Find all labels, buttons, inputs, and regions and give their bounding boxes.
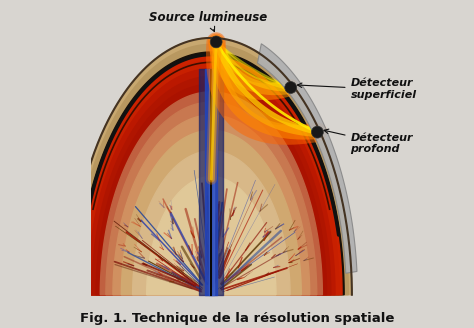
Circle shape: [210, 36, 222, 48]
Polygon shape: [100, 92, 322, 295]
Polygon shape: [257, 44, 357, 273]
Polygon shape: [113, 115, 310, 295]
Circle shape: [285, 82, 297, 93]
Text: Détecteur
profond: Détecteur profond: [324, 129, 413, 154]
Circle shape: [311, 126, 323, 138]
Text: Fig. 1. Technique de la résolution spatiale: Fig. 1. Technique de la résolution spati…: [80, 312, 394, 325]
Polygon shape: [146, 176, 276, 295]
Polygon shape: [96, 84, 327, 295]
Polygon shape: [133, 151, 290, 295]
Polygon shape: [121, 130, 301, 295]
Text: Source lumineuse: Source lumineuse: [149, 11, 267, 31]
Polygon shape: [92, 76, 331, 295]
Polygon shape: [71, 38, 352, 295]
Text: Détecteur
superficiel: Détecteur superficiel: [298, 78, 417, 100]
Polygon shape: [106, 102, 317, 295]
Polygon shape: [83, 61, 339, 295]
Polygon shape: [74, 44, 348, 295]
Polygon shape: [88, 69, 335, 295]
Polygon shape: [81, 56, 342, 295]
Polygon shape: [79, 52, 344, 295]
